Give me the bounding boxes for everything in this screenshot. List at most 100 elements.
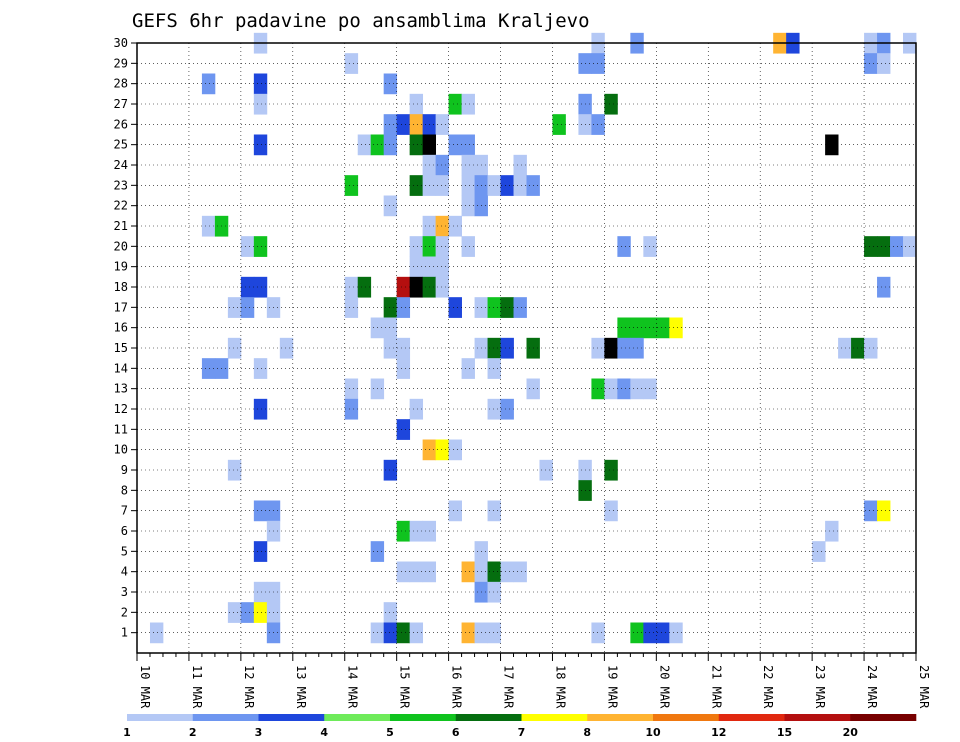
legend-swatch <box>718 714 785 721</box>
x-tick-label: 25 MAR <box>917 665 931 709</box>
heatmap-cell <box>409 256 424 278</box>
heatmap-cell <box>487 581 501 603</box>
heatmap-cell <box>409 93 424 115</box>
heatmap-cell <box>383 622 398 644</box>
heatmap-cell <box>253 358 268 379</box>
legend-label: 4 <box>320 726 328 739</box>
heatmap-cell <box>500 297 514 318</box>
heatmap-cells <box>149 32 917 644</box>
heatmap-cell <box>409 520 424 542</box>
legend-label: 7 <box>518 726 526 739</box>
heatmap-cell <box>253 500 268 522</box>
heatmap-cell <box>487 500 501 522</box>
heatmap-cell <box>201 215 216 237</box>
heatmap-cell <box>448 93 462 115</box>
heatmap-cell <box>513 154 527 176</box>
legend-label: 20 <box>843 726 859 739</box>
heatmap-cell <box>461 134 475 156</box>
heatmap-cell <box>240 276 255 298</box>
heatmap-cell <box>656 622 670 644</box>
heatmap-cell <box>591 53 605 74</box>
x-tick-label: 12 MAR <box>242 665 256 709</box>
y-tick-label: 22 <box>114 199 128 213</box>
legend-swatch <box>784 714 851 721</box>
heatmap-cell <box>383 73 398 95</box>
heatmap-cell <box>864 53 878 74</box>
heatmap-cell <box>435 256 449 278</box>
y-tick-label: 25 <box>114 138 128 152</box>
heatmap-cell <box>877 500 891 522</box>
legend-swatch <box>258 714 325 721</box>
heatmap-cell <box>435 154 449 176</box>
heatmap-cell <box>409 276 424 298</box>
y-tick-label: 30 <box>114 36 128 50</box>
x-tick-label: 14 MAR <box>346 665 360 709</box>
heatmap-cell <box>461 195 475 217</box>
heatmap-cell <box>864 337 878 359</box>
legend-swatch <box>521 714 588 721</box>
y-axis: 1234567891011121314151617181920212223242… <box>114 36 137 640</box>
y-tick-label: 17 <box>114 300 128 314</box>
heatmap-cell <box>604 459 618 481</box>
heatmap-cell <box>357 276 372 298</box>
legend-swatch <box>850 714 917 721</box>
heatmap-cell <box>344 175 359 196</box>
y-tick-label: 20 <box>114 239 128 253</box>
legend-label: 3 <box>255 726 263 739</box>
heatmap-cell <box>396 622 411 644</box>
heatmap-cell <box>877 276 891 298</box>
heatmap-cell <box>617 236 631 257</box>
heatmap-cell <box>344 53 359 74</box>
heatmap-cell <box>487 622 501 644</box>
heatmap-cell <box>669 317 683 339</box>
heatmap-cell <box>396 297 411 318</box>
y-tick-label: 28 <box>114 77 128 91</box>
heatmap-cell <box>253 602 268 623</box>
heatmap-cell <box>890 236 904 257</box>
heatmap-cell <box>500 561 514 583</box>
heatmap-cell <box>617 337 631 359</box>
heatmap-cell <box>461 561 475 583</box>
heatmap-cell <box>383 459 398 481</box>
x-tick-label: 17 MAR <box>502 665 516 709</box>
heatmap-cell <box>396 419 411 440</box>
heatmap-cell <box>604 378 618 400</box>
y-tick-label: 24 <box>114 158 128 172</box>
heatmap-cell <box>409 114 424 135</box>
heatmap-cell <box>448 215 462 237</box>
y-tick-label: 5 <box>121 544 128 558</box>
heatmap-cell <box>877 53 891 74</box>
heatmap-cell <box>591 114 605 135</box>
legend-swatch <box>324 714 391 721</box>
heatmap-cell <box>240 236 255 257</box>
heatmap-cell <box>513 297 527 318</box>
heatmap-cell <box>825 134 839 156</box>
heatmap-cell <box>227 459 242 481</box>
heatmap-cell <box>877 236 891 257</box>
chart-title: GEFS 6hr padavine po ansamblima Kraljevo <box>132 10 590 32</box>
heatmap-cell <box>383 195 398 217</box>
heatmap-cell <box>357 134 372 156</box>
x-tick-label: 21 MAR <box>709 665 723 709</box>
heatmap-cell <box>539 459 553 481</box>
legend-swatch <box>587 714 654 721</box>
heatmap-cell <box>253 398 268 420</box>
y-tick-label: 15 <box>114 341 128 355</box>
x-tick-label: 15 MAR <box>398 665 412 709</box>
heatmap-cell <box>409 236 424 257</box>
heatmap-cell <box>227 297 242 318</box>
heatmap-cell <box>617 378 631 400</box>
x-tick-label: 22 MAR <box>761 665 775 709</box>
heatmap-cell <box>240 602 255 623</box>
x-tick-label: 11 MAR <box>190 665 204 709</box>
y-tick-label: 13 <box>114 382 128 396</box>
heatmap-cell <box>435 439 449 461</box>
heatmap-cell <box>396 276 411 298</box>
y-tick-label: 18 <box>114 280 128 294</box>
heatmap-cell <box>500 337 514 359</box>
x-tick-label: 19 MAR <box>605 665 619 709</box>
heatmap-cell <box>669 622 683 644</box>
heatmap-cell <box>253 236 268 257</box>
heatmap-cell <box>591 378 605 400</box>
